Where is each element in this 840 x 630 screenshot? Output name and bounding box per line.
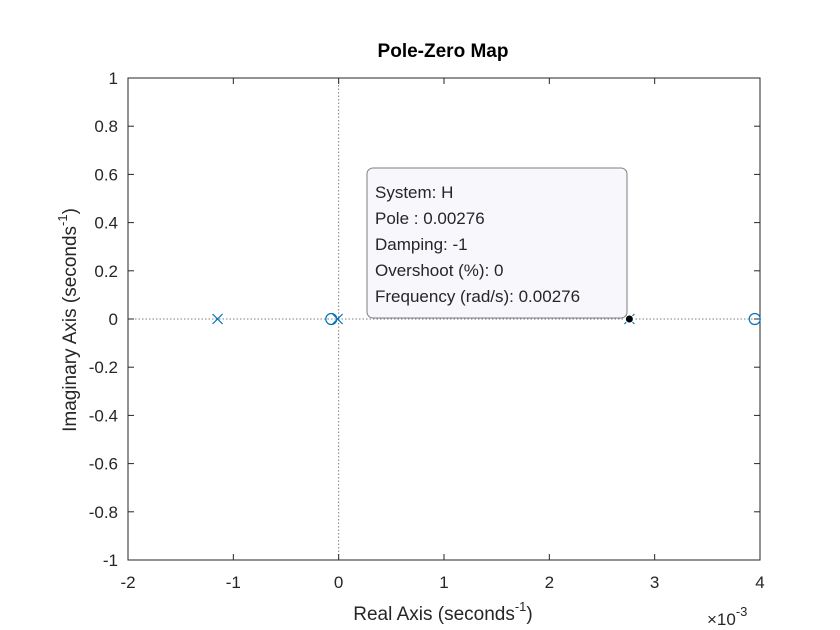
x-tick-label: 3 bbox=[650, 573, 659, 592]
datatip-line: Overshoot (%): 0 bbox=[375, 261, 504, 280]
x-tick-label: 4 bbox=[755, 573, 764, 592]
x-tick-label: 0 bbox=[334, 573, 343, 592]
zero-marker bbox=[748, 312, 761, 326]
zero-marker bbox=[325, 312, 338, 326]
datatip-line: Damping: -1 bbox=[375, 235, 468, 254]
datatip-anchor-point bbox=[624, 314, 634, 324]
datatip-box bbox=[366, 167, 628, 319]
y-tick-label: 0.8 bbox=[94, 117, 118, 136]
datatip-line: Pole : 0.00276 bbox=[375, 209, 485, 228]
y-tick-label: 0.4 bbox=[94, 214, 118, 233]
datatip-line: Frequency (rad/s): 0.00276 bbox=[375, 287, 580, 306]
plot-area[interactable]: -2 -1 0 1 2 3 4-1-0.8-0.6-0.4-0.200.20.40.60.8… bbox=[89, 69, 765, 592]
x-tick-label: 1 bbox=[439, 573, 448, 592]
y-tick-label: 1 bbox=[109, 69, 118, 88]
datatip-line: System: H bbox=[375, 183, 453, 202]
pole-marker bbox=[212, 313, 223, 325]
pole-marker bbox=[332, 313, 344, 325]
x-axis-multiplier: ×10-3 bbox=[707, 604, 747, 629]
y-axis-title: Imaginary Axis (seconds-1) bbox=[55, 208, 81, 432]
y-tick-label: -0.2 bbox=[89, 358, 118, 377]
y-tick-label: 0.2 bbox=[94, 262, 118, 281]
y-tick-label: -1 bbox=[103, 551, 118, 570]
chart-title: Pole-Zero Map bbox=[378, 41, 509, 62]
x-axis-title: Real Axis (seconds-1) bbox=[353, 599, 532, 625]
y-tick-label: 0 bbox=[109, 310, 118, 329]
x-tick-label: -2 bbox=[120, 573, 135, 592]
pole-stroke bbox=[332, 313, 344, 325]
x-tick-label: 2 bbox=[545, 573, 554, 592]
y-tick-label: 0.6 bbox=[94, 165, 118, 184]
pole-stroke bbox=[212, 313, 223, 325]
x-tick-label: -1 bbox=[226, 573, 241, 592]
y-tick-label: -0.8 bbox=[89, 503, 118, 522]
y-tick-label: -0.6 bbox=[89, 455, 118, 474]
y-tick-label: -0.4 bbox=[89, 406, 118, 425]
